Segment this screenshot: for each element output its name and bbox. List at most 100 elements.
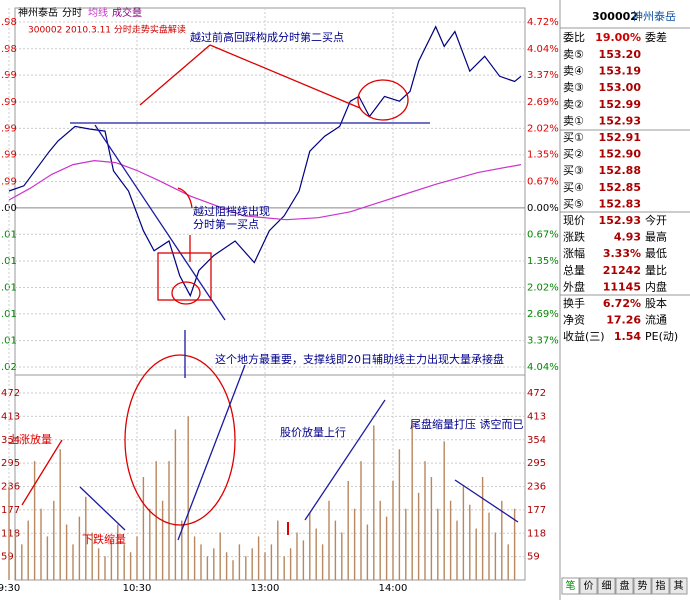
quote-label: 最高	[645, 230, 667, 244]
tab[interactable]: 分时	[62, 7, 82, 19]
volume-bar	[104, 556, 106, 580]
volume-bar	[334, 520, 337, 580]
y-tick-label: 118	[527, 528, 546, 539]
tab-label[interactable]: 其	[674, 580, 684, 592]
quote-label: 换手	[563, 296, 585, 310]
arrow	[139, 44, 211, 106]
circle	[357, 79, 409, 121]
volume-bar	[174, 429, 177, 580]
quote-value: 153.20	[599, 48, 642, 61]
quote-value: 3.33%	[603, 247, 641, 260]
price-label: .99	[1, 150, 17, 161]
annotation: 分时第一买点	[193, 217, 259, 231]
tab-label[interactable]: 指	[656, 579, 666, 592]
volume-bar	[360, 461, 362, 580]
volume-bar	[315, 528, 317, 580]
volume-bar	[155, 461, 157, 580]
tab[interactable]	[579, 577, 598, 595]
y-tick-label: 4.72%	[527, 17, 559, 28]
volume-bar	[507, 544, 509, 580]
volume-bar	[347, 480, 349, 580]
volume-bar	[181, 520, 183, 580]
tab[interactable]	[597, 577, 616, 595]
volume-bar	[437, 508, 439, 580]
tab[interactable]	[561, 577, 580, 595]
x-tick-label: 14:00	[379, 583, 408, 594]
y-tick-label: 472	[1, 388, 20, 399]
tab[interactable]: 成交量	[112, 6, 142, 19]
volume-bar	[21, 544, 23, 580]
y-tick-label: 2.02%	[527, 282, 559, 293]
tab-label[interactable]: 价	[584, 580, 594, 592]
volume-bar	[161, 500, 164, 580]
arrow	[454, 479, 519, 523]
annotation-shapes	[21, 44, 519, 541]
quote-value: 153.19	[599, 65, 641, 78]
x-tick-label: 13:00	[251, 583, 280, 594]
price-label: .99	[1, 70, 17, 81]
tab-label[interactable]: 细	[602, 579, 612, 592]
tab[interactable]	[633, 577, 652, 595]
volume-bar	[430, 476, 433, 580]
tab[interactable]	[615, 577, 634, 595]
volume-bar	[213, 548, 215, 580]
volume-bar	[321, 544, 324, 580]
y-tick-label: 413	[527, 411, 546, 422]
y-tick-label: 236	[1, 482, 20, 493]
volume-bar	[366, 524, 369, 580]
volume-bar	[91, 532, 93, 580]
y-tick-label: 59	[527, 552, 540, 563]
quote-label: 卖③	[563, 81, 584, 94]
y-tick-label: 2.69%	[527, 309, 559, 320]
tab-label[interactable]: 笔	[566, 579, 576, 592]
circle	[171, 281, 201, 305]
quote-value: 152.90	[599, 148, 642, 161]
quote-value: 152.93	[599, 214, 641, 227]
quote-label: 内盘	[645, 279, 667, 293]
y-tick-label: 118	[1, 528, 20, 539]
tab-label[interactable]: 盘	[620, 579, 630, 592]
y-tick-label: 354	[1, 435, 20, 446]
volume-bar	[72, 544, 74, 580]
arrow	[94, 124, 226, 321]
quote-label: 买②	[563, 148, 584, 161]
volume-bar	[283, 556, 285, 580]
tab[interactable]: 均线	[88, 6, 108, 19]
y-tick-label: 0.67%	[527, 177, 559, 188]
tab-label[interactable]: 势	[638, 579, 648, 592]
quote-label: 收益(三)	[563, 329, 605, 343]
price-label: .99	[1, 97, 17, 108]
volume-bar	[328, 500, 330, 580]
quote-label: 卖①	[563, 114, 584, 127]
y-tick-label: 0.67%	[527, 229, 559, 240]
arrow	[79, 486, 126, 531]
volume-bar	[385, 516, 388, 580]
quote-label: 买①	[563, 131, 584, 144]
x-tick-label: 10:30	[123, 583, 152, 594]
volume-bar	[424, 461, 426, 580]
y-tick-label: 0.00%	[527, 203, 559, 214]
tab[interactable]	[669, 577, 688, 595]
arrow	[21, 439, 63, 506]
quote-label: 买⑤	[563, 197, 584, 210]
quote-label: 买④	[563, 181, 584, 194]
x-tick-label: 9:30	[0, 583, 20, 594]
annotation: 上涨放量	[8, 432, 52, 446]
quote-value: 4.93	[614, 231, 641, 244]
quote-label: 涨跌	[563, 230, 585, 244]
annotation: 下跌缩量	[82, 532, 126, 546]
volume-bar	[341, 532, 343, 580]
volume-bar	[513, 508, 516, 580]
quote-value: 11145	[603, 280, 641, 293]
volume-bar	[456, 520, 458, 580]
volume-bar	[149, 508, 151, 580]
tab[interactable]	[651, 577, 670, 595]
quote-label: 今开	[645, 213, 667, 227]
volume-bar	[475, 528, 477, 580]
volume-bar	[8, 486, 10, 580]
volume-bar	[277, 520, 279, 580]
volume-bar	[200, 544, 202, 580]
volume-bar	[296, 532, 298, 580]
quote-label: 委差	[645, 30, 667, 44]
price-label: .01	[1, 309, 17, 320]
